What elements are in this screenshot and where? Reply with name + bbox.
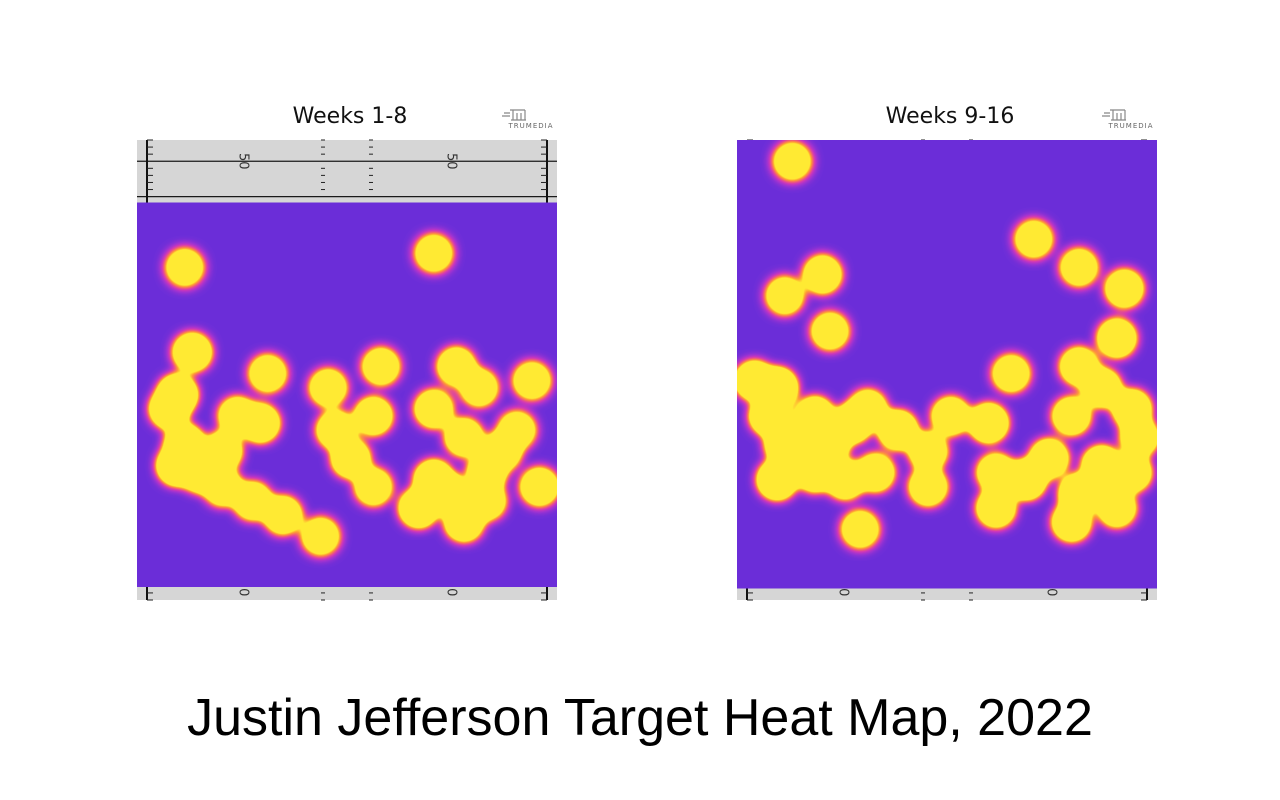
- target-point: [1105, 270, 1143, 308]
- target-point: [521, 468, 557, 506]
- main-title: Justin Jefferson Target Heat Map, 2022: [187, 689, 1093, 747]
- chart-panel-weeks-1-8: Weeks 1-8 TRUMEDIA 505040403030202010100…: [135, 100, 565, 605]
- target-point: [826, 461, 864, 499]
- target-point: [151, 390, 189, 428]
- yard-number-label: 30: [836, 294, 851, 311]
- target-point: [1113, 454, 1151, 492]
- target-point: [415, 234, 453, 272]
- yard-number-label: 0: [836, 511, 851, 519]
- target-point: [932, 397, 970, 435]
- yard-number-label: 20: [1044, 365, 1059, 382]
- target-point: [460, 369, 498, 407]
- target-point: [415, 390, 453, 428]
- trumedia-logo-icon: [502, 109, 526, 121]
- field-heatmap: 5050404030302020101000-10-10: [737, 139, 1157, 601]
- yard-number-label: -10: [236, 575, 251, 596]
- target-point: [1015, 220, 1053, 258]
- yard-number-label: 30: [236, 294, 251, 311]
- target-point: [909, 468, 947, 506]
- heat-layer: [151, 234, 557, 555]
- yard-number-label: 40: [236, 224, 251, 241]
- target-point: [355, 468, 392, 506]
- target-point: [513, 362, 551, 400]
- target-point: [264, 496, 302, 534]
- target-point: [309, 369, 347, 407]
- target-point: [804, 256, 841, 293]
- target-point: [796, 454, 834, 492]
- yard-number-label: -10: [444, 575, 459, 596]
- target-point: [166, 248, 204, 286]
- trumedia-logo: TRUMEDIA: [1101, 108, 1161, 130]
- target-point: [1060, 248, 1098, 286]
- target-point: [1121, 418, 1157, 456]
- yard-number-label: 50: [1044, 153, 1059, 170]
- logo-text: TRUMEDIA: [1108, 122, 1154, 130]
- target-point: [841, 510, 879, 548]
- target-point: [737, 362, 773, 400]
- target-point: [355, 397, 392, 435]
- trumedia-logo: TRUMEDIA: [501, 108, 561, 130]
- target-point: [1053, 397, 1090, 435]
- target-point: [970, 404, 1007, 442]
- target-point: [468, 454, 506, 492]
- chart-panel-weeks-9-16: Weeks 9-16 TRUMEDIA 50504040303020201010…: [735, 100, 1165, 605]
- target-point: [430, 475, 468, 513]
- target-point: [977, 489, 1015, 527]
- field-heatmap: 5050404030302020101000-10-10: [137, 139, 557, 601]
- target-point: [317, 411, 355, 449]
- target-point: [1098, 319, 1136, 357]
- trumedia-logo-icon: [1102, 109, 1126, 121]
- target-point: [773, 142, 811, 180]
- target-point: [1113, 390, 1151, 428]
- target-point: [1083, 447, 1121, 484]
- target-point: [204, 432, 241, 470]
- target-point: [332, 440, 370, 477]
- yard-number-label: 30: [1044, 294, 1059, 311]
- target-point: [1060, 475, 1098, 513]
- target-point: [811, 312, 849, 350]
- target-point: [445, 418, 483, 456]
- yard-number-label: 50: [236, 153, 251, 170]
- yard-number-label: -10: [836, 575, 851, 596]
- yard-number-label: 40: [836, 224, 851, 241]
- target-point: [977, 454, 1015, 492]
- chart-title: Weeks 9-16: [885, 104, 1015, 129]
- target-point: [992, 355, 1030, 392]
- yard-number-label: 50: [444, 153, 459, 170]
- yard-number-label: 20: [236, 365, 251, 382]
- yard-number-label: 0: [1044, 511, 1059, 519]
- yard-number-label: 50: [836, 153, 851, 170]
- target-point: [173, 333, 211, 371]
- logo-text: TRUMEDIA: [508, 122, 554, 130]
- target-point: [766, 277, 804, 315]
- target-point: [909, 432, 947, 470]
- target-point: [758, 461, 796, 499]
- chart-title: Weeks 1-8: [292, 104, 408, 129]
- target-point: [1007, 461, 1045, 499]
- target-point: [302, 517, 339, 555]
- yard-number-label: 20: [836, 365, 851, 382]
- target-point: [498, 411, 536, 449]
- target-point: [468, 482, 506, 520]
- target-point: [879, 411, 917, 449]
- target-point: [796, 397, 834, 435]
- target-point: [204, 468, 241, 506]
- yard-number-label: 40: [444, 224, 459, 241]
- target-point: [751, 397, 789, 435]
- target-point: [400, 489, 438, 527]
- target-point: [234, 482, 272, 520]
- target-point: [249, 355, 287, 392]
- heat-layer: [737, 142, 1157, 548]
- yard-number-label: -10: [1044, 575, 1059, 596]
- target-point: [1053, 503, 1090, 541]
- yard-number-label: 30: [444, 294, 459, 311]
- target-point: [241, 404, 279, 442]
- target-point: [849, 390, 887, 428]
- target-point: [856, 454, 894, 492]
- target-point: [766, 425, 804, 463]
- target-point: [1098, 489, 1136, 527]
- target-point: [1083, 369, 1121, 407]
- field-turf: [137, 140, 557, 600]
- target-point: [362, 348, 400, 385]
